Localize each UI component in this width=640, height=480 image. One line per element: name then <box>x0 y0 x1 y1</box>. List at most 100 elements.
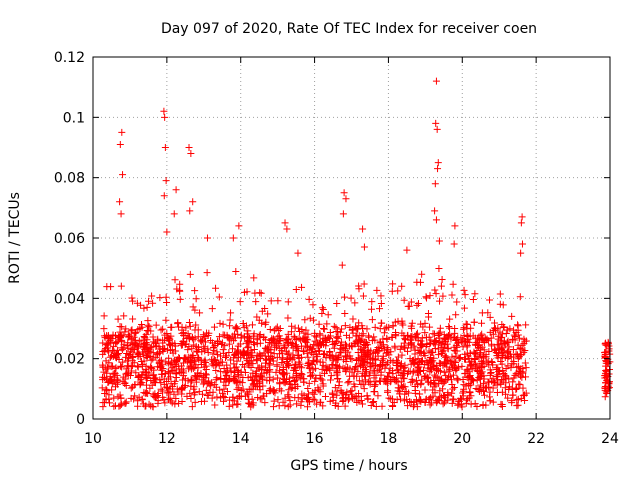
data-point <box>413 403 421 411</box>
data-point <box>498 333 506 341</box>
data-point <box>453 365 461 373</box>
data-point <box>466 389 474 397</box>
data-point <box>306 372 314 380</box>
data-point <box>103 344 111 352</box>
data-point <box>326 366 334 374</box>
data-point <box>341 310 349 318</box>
data-point <box>452 311 460 319</box>
data-point <box>370 333 378 341</box>
data-point <box>112 340 120 348</box>
data-point <box>128 353 136 361</box>
data-point <box>140 336 148 344</box>
data-point <box>157 326 165 334</box>
data-point <box>334 402 342 410</box>
data-point <box>426 323 434 331</box>
data-point <box>432 77 440 85</box>
data-point <box>365 371 373 379</box>
data-point <box>410 342 418 350</box>
data-point <box>217 394 225 402</box>
data-point <box>294 351 302 359</box>
data-point <box>360 280 368 288</box>
data-point <box>459 392 467 400</box>
data-point <box>98 384 106 392</box>
data-point <box>452 358 460 366</box>
data-point <box>163 228 171 236</box>
data-point <box>389 395 397 403</box>
data-point <box>195 354 203 362</box>
data-point <box>498 351 506 359</box>
data-point <box>521 347 529 355</box>
data-point <box>141 345 149 353</box>
data-point <box>419 323 427 331</box>
data-point <box>144 327 152 335</box>
data-point <box>497 346 505 354</box>
data-point <box>217 368 225 376</box>
data-point <box>359 292 367 300</box>
data-point <box>175 323 183 331</box>
data-point <box>342 195 350 203</box>
data-point <box>348 368 356 376</box>
data-point <box>176 280 184 288</box>
data-point <box>369 349 377 357</box>
data-point <box>225 348 233 356</box>
data-point <box>220 349 228 357</box>
data-point <box>183 392 191 400</box>
data-point <box>291 334 299 342</box>
data-point <box>601 372 609 380</box>
data-point <box>601 384 609 392</box>
data-point <box>302 333 310 341</box>
data-point <box>305 379 313 387</box>
data-point <box>311 364 319 372</box>
data-point <box>274 297 282 305</box>
data-point <box>437 393 445 401</box>
data-point <box>174 388 182 396</box>
data-point <box>292 346 300 354</box>
data-point <box>188 376 196 384</box>
data-point <box>519 384 527 392</box>
data-point <box>330 322 338 330</box>
data-point <box>362 341 370 349</box>
data-point <box>172 370 180 378</box>
data-point <box>409 378 417 386</box>
data-point <box>310 341 318 349</box>
data-point <box>128 326 136 334</box>
data-point <box>415 363 423 371</box>
data-point <box>368 316 376 324</box>
data-point <box>446 315 454 323</box>
data-point <box>430 337 438 345</box>
data-point <box>392 332 400 340</box>
data-point <box>455 339 463 347</box>
data-point <box>147 364 155 372</box>
data-point <box>384 346 392 354</box>
data-point <box>451 222 459 230</box>
data-point <box>413 278 421 286</box>
data-point <box>360 385 368 393</box>
data-point <box>278 347 286 355</box>
data-point <box>507 364 515 372</box>
data-point <box>299 347 307 355</box>
data-point <box>439 292 447 300</box>
data-point <box>186 207 194 215</box>
data-point <box>431 207 439 215</box>
data-point <box>473 347 481 355</box>
data-point <box>329 390 337 398</box>
data-point <box>209 350 217 358</box>
data-point <box>200 343 208 351</box>
data-point <box>376 365 384 373</box>
data-point <box>176 295 184 303</box>
data-point <box>326 397 334 405</box>
data-point <box>517 249 525 257</box>
data-point <box>266 325 274 333</box>
data-point <box>453 374 461 382</box>
data-point <box>493 388 501 396</box>
data-point <box>103 283 111 291</box>
data-point <box>170 380 178 388</box>
x-tick-label: 18 <box>380 431 398 447</box>
data-point <box>417 367 425 375</box>
data-point <box>298 395 306 403</box>
data-point <box>127 384 135 392</box>
data-point <box>371 387 379 395</box>
data-point <box>411 389 419 397</box>
data-point <box>489 398 497 406</box>
data-point <box>401 361 409 369</box>
